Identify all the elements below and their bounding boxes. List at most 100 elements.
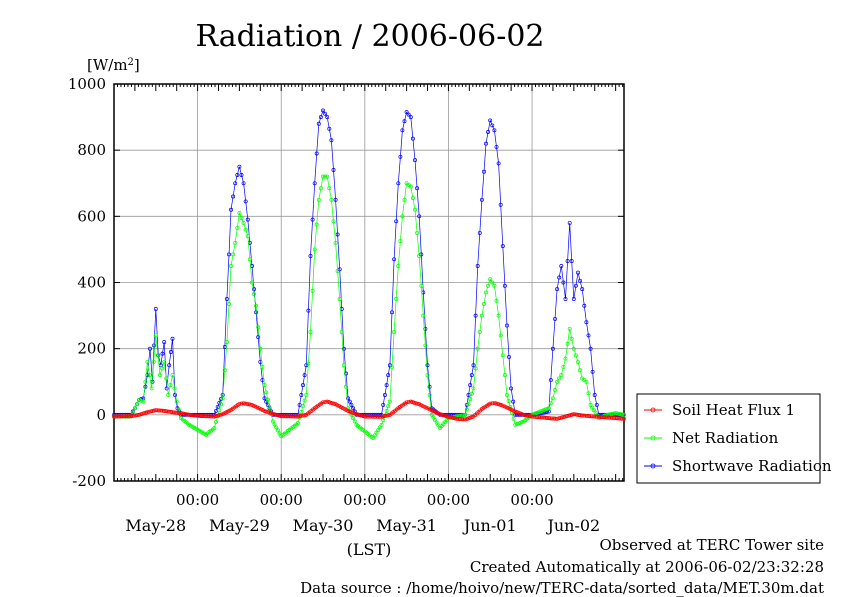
series-line — [114, 176, 625, 439]
data-point — [406, 112, 411, 117]
data-point — [400, 214, 405, 219]
data-point — [312, 181, 317, 186]
data-point — [548, 378, 553, 383]
footer-created: Created Automatically at 2006-06-02/23:3… — [469, 558, 824, 576]
data-point — [239, 216, 244, 220]
data-point — [622, 416, 626, 421]
footer-source: Data source : /home/hoivo/new/TERC-data/… — [300, 579, 824, 597]
data-point — [267, 404, 272, 409]
data-point — [141, 399, 146, 404]
data-point — [260, 364, 265, 369]
data-point — [415, 186, 420, 191]
data-point — [140, 411, 145, 416]
data-point — [553, 316, 557, 321]
data-point — [586, 333, 591, 338]
data-point — [302, 413, 307, 418]
data-point — [535, 410, 539, 415]
data-point — [561, 415, 566, 419]
data-point — [475, 264, 480, 268]
series-soil-heat-flux-1 — [112, 399, 626, 422]
x-tick-label: 00:00 — [176, 491, 219, 509]
data-point — [590, 405, 595, 410]
data-point — [160, 351, 165, 356]
data-point — [330, 401, 335, 406]
series-shortwave-radiation — [112, 108, 626, 417]
data-point — [413, 207, 417, 212]
data-point — [386, 373, 391, 378]
data-point — [262, 396, 267, 401]
x-tick-label: 00:00 — [343, 491, 386, 509]
data-point — [398, 239, 403, 244]
data-point — [410, 136, 415, 141]
data-point — [500, 353, 505, 358]
data-point — [341, 346, 346, 351]
data-point — [341, 363, 346, 368]
data-point — [392, 257, 397, 262]
data-point — [392, 330, 397, 335]
data-point — [270, 419, 275, 424]
data-point — [344, 384, 348, 389]
data-point — [254, 310, 259, 315]
data-point — [569, 259, 574, 263]
data-point — [425, 373, 430, 378]
data-point — [482, 302, 486, 306]
y-tick-label: -200 — [72, 472, 106, 490]
data-point — [484, 290, 488, 295]
data-point — [164, 386, 169, 391]
data-point — [331, 401, 336, 406]
data-point — [250, 280, 254, 285]
data-point — [584, 379, 589, 384]
data-point — [308, 330, 313, 335]
data-point — [149, 386, 154, 391]
data-point — [498, 202, 503, 207]
data-point — [555, 287, 560, 292]
data-point — [390, 364, 394, 369]
data-point — [509, 386, 514, 391]
data-point — [335, 268, 340, 273]
data-point — [398, 154, 403, 159]
data-point — [506, 398, 511, 403]
data-point — [429, 412, 434, 417]
day-label: May-29 — [209, 516, 270, 535]
data-point — [384, 408, 389, 413]
data-point — [591, 408, 596, 413]
y-axis-unit: [W/m2] — [87, 56, 140, 74]
data-point — [312, 247, 317, 252]
data-point — [256, 325, 261, 330]
data-point — [306, 361, 311, 366]
data-point — [265, 397, 270, 402]
data-point — [559, 264, 564, 268]
data-point — [505, 323, 509, 328]
data-point — [219, 412, 223, 417]
data-point — [443, 413, 448, 418]
data-point — [473, 313, 478, 318]
data-point — [499, 403, 504, 407]
legend-box — [636, 393, 821, 484]
data-point — [578, 278, 583, 283]
data-point — [507, 407, 512, 411]
data-point — [396, 181, 401, 186]
data-point — [492, 128, 497, 133]
data-point — [502, 283, 507, 288]
data-point — [297, 402, 302, 407]
data-point — [620, 412, 625, 417]
data-point — [158, 373, 162, 378]
data-point — [243, 227, 248, 232]
data-point — [231, 252, 236, 257]
data-point — [400, 128, 405, 133]
data-point — [446, 414, 451, 419]
data-point — [563, 297, 568, 301]
data-point — [155, 353, 160, 358]
data-point — [164, 376, 169, 381]
data-point — [402, 197, 407, 202]
data-point — [217, 413, 222, 418]
data-point — [227, 252, 231, 257]
data-point — [473, 366, 478, 371]
data-point — [571, 346, 576, 351]
data-point — [277, 431, 282, 436]
data-point — [321, 174, 325, 179]
data-point — [567, 326, 572, 331]
data-point — [381, 414, 386, 419]
data-point — [335, 232, 340, 237]
